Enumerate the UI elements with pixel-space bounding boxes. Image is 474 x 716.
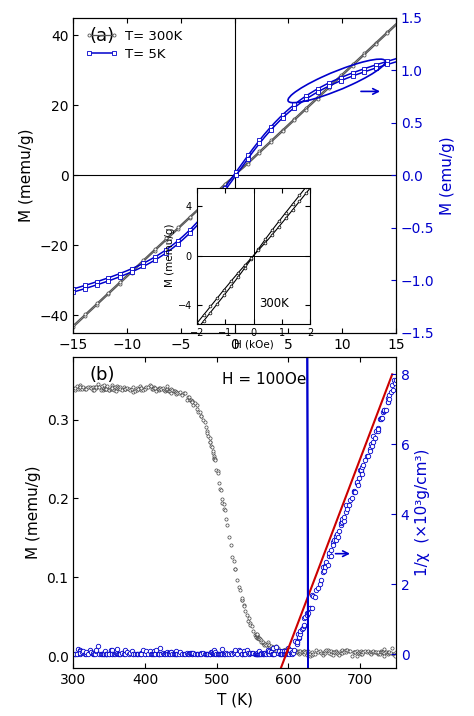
X-axis label: H (KOe): H (KOe) bbox=[205, 357, 264, 372]
Y-axis label: 1/χ  (×10³g/cm³): 1/χ (×10³g/cm³) bbox=[415, 449, 430, 576]
Text: (b): (b) bbox=[90, 366, 115, 384]
X-axis label: H (kOe): H (kOe) bbox=[234, 340, 273, 350]
Legend: T= 300K, T= 5K: T= 300K, T= 5K bbox=[80, 24, 187, 67]
Y-axis label: M (memu/g): M (memu/g) bbox=[26, 465, 41, 559]
X-axis label: T (K): T (K) bbox=[217, 692, 253, 707]
Y-axis label: M (memu/g): M (memu/g) bbox=[19, 129, 34, 222]
Text: (a): (a) bbox=[90, 27, 115, 45]
Text: 300K: 300K bbox=[259, 297, 289, 310]
Text: H = 100Oe: H = 100Oe bbox=[222, 372, 306, 387]
Y-axis label: M (emu/g): M (emu/g) bbox=[440, 136, 455, 215]
Y-axis label: M (memu/g): M (memu/g) bbox=[165, 224, 175, 287]
